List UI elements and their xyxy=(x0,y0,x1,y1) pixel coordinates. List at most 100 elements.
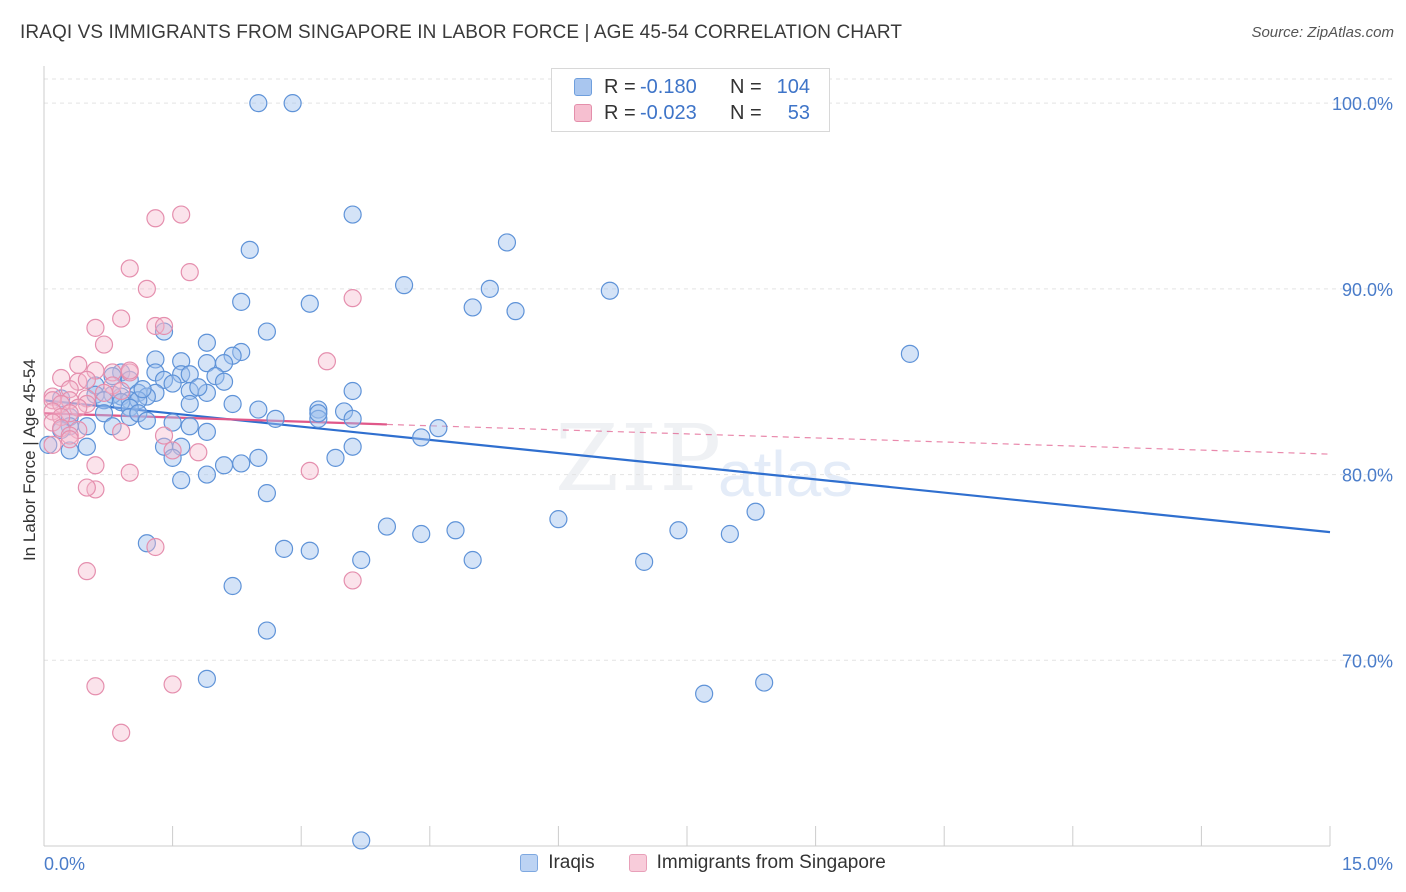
singapore-point xyxy=(120,463,139,482)
legend-swatch-singapore-bottom xyxy=(628,854,647,872)
iraqi-point xyxy=(249,448,268,467)
legend-label-singapore: Immigrants from Singapore xyxy=(656,852,886,873)
singapore-point xyxy=(112,723,131,742)
legend-n-label: N = xyxy=(730,75,762,98)
iraqi-point xyxy=(257,322,277,341)
iraqi-point xyxy=(163,448,182,467)
iraqi-point xyxy=(249,94,268,113)
legend-swatch-singapore xyxy=(574,104,592,122)
iraqi-points xyxy=(39,94,920,850)
singapore-point xyxy=(112,309,131,328)
iraqi-point xyxy=(300,541,319,560)
legend-swatch-iraqis xyxy=(520,854,539,872)
y-tick-label: 70.0% xyxy=(1342,651,1393,671)
iraqi-point xyxy=(326,448,345,467)
singapore-point xyxy=(180,263,199,282)
iraqi-point xyxy=(133,380,152,399)
x-tick-label-max: 15.0% xyxy=(1342,854,1393,874)
iraqi-point xyxy=(463,550,482,570)
singapore-point xyxy=(343,289,362,308)
iraqi-point xyxy=(343,409,362,428)
watermark-atlas: atlas xyxy=(718,438,854,510)
legend-label-iraqis: Iraqis xyxy=(548,852,595,873)
iraqi-point xyxy=(635,552,654,571)
singapore-point xyxy=(77,562,96,581)
iraqi-point xyxy=(669,521,688,540)
singapore-trend-dashed xyxy=(386,423,1331,455)
tick-labels: 100.0% 90.0% 80.0% 70.0% 0.0% 15.0% xyxy=(44,94,1393,874)
iraqi-point xyxy=(343,381,362,401)
legend-row-iraqi: R = -0.180 N = 104 xyxy=(574,74,810,100)
iraqi-point xyxy=(163,374,182,393)
iraqi-point xyxy=(257,484,277,503)
iraqi-point xyxy=(223,576,242,596)
iraqi-point xyxy=(394,276,414,295)
legend-swatch-iraqi xyxy=(574,78,592,96)
iraqi-point xyxy=(300,294,319,313)
singapore-point xyxy=(60,430,79,449)
iraqi-point xyxy=(223,394,242,414)
singapore-point xyxy=(112,381,131,401)
legend-item-iraqis[interactable]: Iraqis xyxy=(520,852,595,874)
iraqi-point xyxy=(180,394,199,414)
stats-legend: R = -0.180 N = 104 R = -0.023 N = 53 xyxy=(551,68,830,132)
iraqi-point xyxy=(249,400,268,419)
iraqi-point xyxy=(197,669,216,688)
singapore-point xyxy=(77,478,96,497)
iraqi-point xyxy=(146,350,165,369)
iraqi-point xyxy=(274,539,294,558)
singapore-point xyxy=(163,441,182,460)
singapore-point xyxy=(137,279,156,298)
iraqi-point xyxy=(240,240,259,259)
chart-title: IRAQI VS IMMIGRANTS FROM SINGAPORE IN LA… xyxy=(20,22,903,43)
y-tick-label: 100.0% xyxy=(1332,94,1393,114)
iraqi-point xyxy=(197,333,216,352)
iraqi-trend-line xyxy=(43,399,1331,534)
singapore-point xyxy=(120,361,139,380)
iraqi-point xyxy=(755,673,774,692)
singapore-point xyxy=(112,422,131,441)
iraqi-point xyxy=(214,456,234,475)
legend-r-value: -0.023 xyxy=(640,101,697,124)
legend-r-value: -0.180 xyxy=(640,75,697,98)
x-tick-label-min: 0.0% xyxy=(44,854,85,874)
singapore-point xyxy=(94,383,114,402)
singapore-points xyxy=(43,205,362,742)
y-tick-label: 80.0% xyxy=(1342,466,1393,486)
iraqi-point xyxy=(214,372,234,391)
iraqi-point xyxy=(480,279,499,298)
singapore-point xyxy=(94,335,114,354)
singapore-point xyxy=(154,316,174,336)
axes xyxy=(43,66,1331,847)
singapore-point xyxy=(189,443,208,462)
legend-n-value: 104 xyxy=(776,75,810,98)
singapore-point xyxy=(120,259,139,278)
iraqi-point xyxy=(266,409,285,428)
legend-row-singapore: R = -0.023 N = 53 xyxy=(574,100,810,126)
iraqi-point xyxy=(343,205,362,224)
singapore-point xyxy=(163,675,182,694)
iraqi-point xyxy=(197,422,216,441)
iraqi-point xyxy=(137,411,156,430)
iraqi-point xyxy=(180,417,199,436)
legend-r-label: R = xyxy=(604,101,636,124)
iraqi-point xyxy=(352,550,371,570)
iraqi-point xyxy=(746,502,765,521)
iraqi-point xyxy=(39,435,58,454)
iraqi-point xyxy=(189,378,208,397)
iraqi-point xyxy=(172,471,191,490)
y-tick-label: 90.0% xyxy=(1342,280,1393,300)
singapore-point xyxy=(86,677,105,696)
iraqi-point xyxy=(506,302,525,321)
legend-r-label: R = xyxy=(604,75,636,98)
iraqi-point xyxy=(232,292,251,311)
legend-n-value: 53 xyxy=(787,101,810,124)
legend-item-singapore[interactable]: Immigrants from Singapore xyxy=(628,852,886,874)
iraqi-point xyxy=(232,454,251,473)
iraqi-point xyxy=(94,404,114,423)
series-legend: Iraqis Immigrants from Singapore xyxy=(0,852,1406,874)
iraqi-point xyxy=(309,404,328,423)
iraqi-point xyxy=(600,281,619,300)
singapore-point xyxy=(300,461,319,480)
